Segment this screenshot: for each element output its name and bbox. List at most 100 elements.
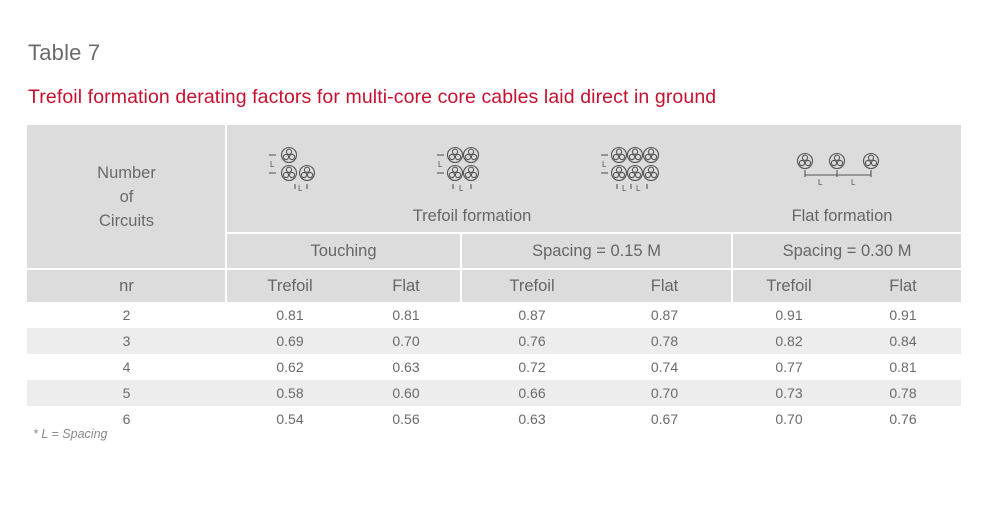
flat-formation-label: Flat formation	[791, 206, 893, 225]
cable-core	[451, 148, 459, 155]
group-spacing-015: Spacing = 0.15 M	[532, 241, 661, 260]
cable-core	[867, 154, 875, 161]
cable-core	[634, 171, 642, 179]
cable-core	[804, 159, 812, 167]
cable-core	[285, 166, 293, 173]
cable-core	[303, 166, 311, 173]
cable-core	[282, 171, 290, 179]
cable-sheath	[642, 146, 660, 164]
cable-core	[830, 159, 838, 167]
table-cell: 0.67	[650, 411, 679, 427]
cable-core	[454, 171, 462, 179]
trefoil-formation-label: Trefoil formation	[412, 206, 532, 225]
cable-core	[628, 171, 636, 179]
divider	[460, 233, 462, 302]
spacing-label: L	[622, 184, 627, 193]
cable-sheath	[280, 164, 298, 182]
trefoil-spacing-015-diagram: LL	[437, 146, 480, 193]
number-of-circuits-label: Number of Circuits	[27, 125, 226, 268]
cable-core	[870, 159, 878, 167]
table-cell: 0.63	[392, 359, 420, 375]
cable-core	[634, 153, 642, 161]
row-nr: 2	[122, 307, 131, 323]
col-spacing015-flat: Flat	[650, 276, 679, 295]
cable-core	[631, 166, 639, 173]
cable-core	[833, 154, 841, 161]
table-cell: 0.76	[518, 333, 546, 349]
spacing-label: L	[270, 160, 275, 169]
table-cell: 0.78	[889, 385, 917, 401]
table-cell: 0.66	[518, 385, 546, 401]
divider	[226, 232, 961, 234]
cable-sheath	[626, 164, 644, 182]
spacing-label: L	[438, 160, 443, 169]
trefoil-touching-diagram: LL	[269, 146, 316, 193]
cable-sheath	[642, 164, 660, 182]
cable-core	[647, 148, 655, 155]
cable-core	[836, 159, 844, 167]
cable-sheath	[446, 164, 464, 182]
table-cell: 0.84	[889, 333, 917, 349]
cable-core	[467, 148, 475, 155]
cable-core	[801, 154, 809, 161]
spacing-label: L	[818, 178, 823, 187]
cable-sheath	[796, 152, 814, 170]
cable-sheath	[462, 164, 480, 182]
divider	[27, 268, 961, 270]
cable-core	[612, 171, 620, 179]
table-row-background	[27, 380, 961, 406]
cable-sheath	[610, 146, 628, 164]
table-row-background	[27, 328, 961, 354]
table-cell: 0.87	[518, 307, 546, 323]
table-cell: 0.70	[392, 333, 420, 349]
table-cell: 0.91	[889, 307, 917, 323]
cable-core	[644, 171, 652, 179]
cable-core	[631, 148, 639, 155]
cable-sheath	[280, 146, 298, 164]
table-cell: 0.70	[775, 411, 803, 427]
spacing-label: L	[636, 184, 641, 193]
table-cell: 0.63	[518, 411, 546, 427]
col-touching-trefoil: Trefoil	[267, 276, 313, 295]
divider	[225, 125, 227, 302]
cable-core	[288, 153, 296, 161]
spacing-label: L	[602, 160, 607, 169]
cable-sheath	[298, 164, 316, 182]
cable-core	[864, 159, 872, 167]
cable-core	[650, 153, 658, 161]
spacing-label: L	[298, 184, 303, 193]
table-cell: 0.69	[276, 333, 304, 349]
circuits-label-line-3: Circuits	[98, 211, 154, 230]
cable-core	[612, 153, 620, 161]
cable-core	[470, 171, 478, 179]
table-cell: 0.62	[276, 359, 304, 375]
table-cell: 0.74	[650, 359, 679, 375]
spacing-label: L	[459, 184, 464, 193]
col-spacing030-flat: Flat	[889, 276, 917, 295]
group-spacing-030: Spacing = 0.30 M	[782, 241, 912, 260]
cable-core	[464, 171, 472, 179]
table-cell: 0.73	[775, 385, 803, 401]
cable-core	[470, 153, 478, 161]
table-cell: 0.91	[775, 307, 803, 323]
table-cell: 0.87	[650, 307, 679, 323]
table-cell: 0.72	[518, 359, 546, 375]
cable-core	[650, 171, 658, 179]
cable-sheath	[828, 152, 846, 170]
footnote: * L = Spacing	[33, 427, 108, 441]
row-nr: 4	[122, 359, 131, 375]
cable-core	[644, 153, 652, 161]
cable-core	[618, 171, 626, 179]
cable-core	[285, 148, 293, 155]
table-cell: 0.78	[650, 333, 679, 349]
cable-core	[288, 171, 296, 179]
header-background	[27, 125, 961, 302]
group-touching: Touching	[310, 241, 377, 260]
cable-sheath	[626, 146, 644, 164]
cable-core	[451, 166, 459, 173]
cable-sheath	[862, 152, 880, 170]
cable-core	[454, 153, 462, 161]
cable-core	[618, 153, 626, 161]
table-cell: 0.76	[889, 411, 917, 427]
